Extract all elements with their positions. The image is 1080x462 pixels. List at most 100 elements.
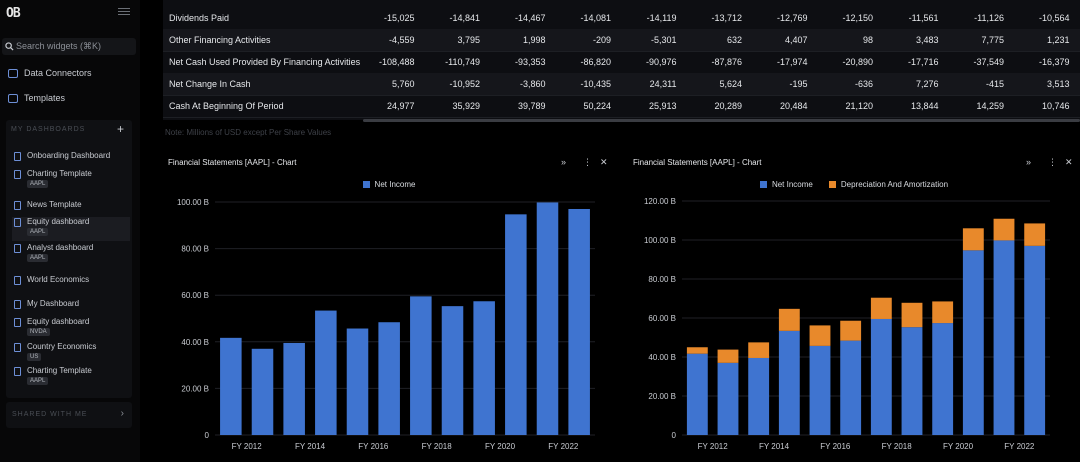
dashboard-item[interactable]: Charting Template AAPL <box>12 169 130 188</box>
ticker-badge: AAPL <box>27 180 49 188</box>
bar <box>251 348 274 435</box>
row-label: Cash At Beginning Of Period <box>169 101 284 111</box>
document-icon <box>14 276 21 285</box>
y-tick-label: 20.00 B <box>648 392 676 401</box>
horizontal-scrollbar[interactable] <box>363 119 1080 122</box>
document-icon <box>14 318 21 327</box>
dashboard-label: Onboarding Dashboard <box>27 151 111 160</box>
dashboard-item[interactable]: Charting Template AAPL <box>12 366 130 385</box>
cell: -108,488 <box>378 57 415 67</box>
bar <box>962 250 984 435</box>
cell: -636 <box>854 79 873 89</box>
bar <box>568 208 590 435</box>
add-dashboard-icon[interactable]: + <box>116 122 124 136</box>
x-tick-label: FY 2020 <box>485 442 516 451</box>
cell: 98 <box>862 35 873 45</box>
nav-label: Templates <box>24 93 66 103</box>
bar <box>1024 223 1046 246</box>
more-options-icon[interactable]: ⋮ <box>583 157 592 167</box>
bar <box>717 362 739 435</box>
x-tick-label: FY 2012 <box>232 442 263 451</box>
table-note: Note: Millions of USD except Per Share V… <box>165 128 332 137</box>
x-tick-label: FY 2022 <box>1004 442 1035 451</box>
dashboard-item[interactable]: My Dashboard <box>12 299 130 309</box>
table-row: Dividends Paid -15,025 -14,841 -14,467 -14,… <box>163 7 1080 30</box>
dashboard-item-active[interactable]: Equity dashboard AAPL <box>12 217 130 241</box>
cell: 5,624 <box>719 79 742 89</box>
cell: 3,513 <box>1046 79 1070 89</box>
cell: 7,276 <box>915 79 939 89</box>
cell: 39,789 <box>517 101 546 111</box>
dashboard-item[interactable]: Onboarding Dashboard <box>12 151 130 161</box>
chart-panel-right: Financial Statements [AAPL] - Chart » ⋮ … <box>628 152 1080 462</box>
cell: -11,561 <box>908 13 939 23</box>
bar <box>901 327 923 435</box>
legend-item[interactable]: Depreciation And Amortization <box>828 180 948 189</box>
expand-icon[interactable]: » <box>1026 157 1032 167</box>
row-label: Net Cash Used Provided By Financing Acti… <box>169 57 361 67</box>
bar <box>870 297 892 319</box>
chart-title: Financial Statements [AAPL] - Chart <box>168 158 297 167</box>
dashboard-item[interactable]: World Economics <box>12 275 130 285</box>
x-tick-label: FY 2018 <box>882 442 913 451</box>
expand-icon[interactable]: » <box>561 157 567 167</box>
bar <box>346 328 369 435</box>
dashboard-item[interactable]: Analyst dashboard AAPL <box>12 243 130 262</box>
y-tick-label: 40.00 B <box>648 353 676 362</box>
my-dashboards-section: MY DASHBOARDS + Onboarding Dashboard Cha… <box>6 120 132 398</box>
x-tick-label: FY 2022 <box>548 442 579 451</box>
x-tick-label: FY 2014 <box>759 442 790 451</box>
brand-logo[interactable]: OB <box>6 6 21 21</box>
nav-templates[interactable]: Templates <box>8 93 65 103</box>
x-tick-label: FY 2020 <box>943 442 974 451</box>
bar <box>932 301 954 324</box>
close-icon[interactable]: ✕ <box>1065 157 1073 167</box>
cell: 3,795 <box>457 35 480 45</box>
bar <box>809 325 831 346</box>
y-tick-label: 120.00 B <box>644 197 676 206</box>
legend-swatch <box>759 181 767 188</box>
bar <box>717 349 739 363</box>
legend-item[interactable]: Net Income <box>362 180 415 189</box>
shared-with-me-section[interactable]: SHARED WITH ME › <box>6 402 132 428</box>
legend-item[interactable]: Net Income <box>759 180 813 189</box>
table-row: Cash At Beginning Of Period 24,977 35,929… <box>163 95 1080 118</box>
menu-icon[interactable] <box>118 6 130 18</box>
section-title: MY DASHBOARDS <box>11 126 86 133</box>
cell: -15,025 <box>383 13 415 23</box>
cell: -14,081 <box>580 13 611 23</box>
cell: -10,435 <box>580 79 611 89</box>
nav-data-connectors[interactable]: Data Connectors <box>8 68 92 78</box>
chart-legend: Net Income Depreciation And Amortization <box>628 180 1080 189</box>
dashboard-label: Charting Template <box>27 366 92 375</box>
bar <box>993 218 1015 241</box>
cell: 7,775 <box>981 35 1004 45</box>
document-icon <box>14 244 21 253</box>
row-label: Other Financing Activities <box>169 35 271 45</box>
document-icon <box>14 170 21 179</box>
cell: -16,379 <box>1038 57 1070 67</box>
cell: 50,224 <box>583 101 611 111</box>
dashboard-item[interactable]: Country Economics US <box>12 342 130 361</box>
more-options-icon[interactable]: ⋮ <box>1048 157 1057 167</box>
legend-swatch <box>362 181 370 188</box>
y-tick-label: 0 <box>672 431 677 440</box>
dashboard-label: Analyst dashboard <box>27 243 94 252</box>
dashboard-label: News Template <box>27 200 82 209</box>
bar <box>778 308 800 331</box>
search-placeholder: Search widgets (⌘K) <box>16 41 102 51</box>
document-icon <box>14 367 21 376</box>
cell: -12,150 <box>842 13 873 23</box>
x-tick-label: FY 2016 <box>358 442 389 451</box>
search-input[interactable]: Search widgets (⌘K) <box>2 38 136 55</box>
dashboard-item[interactable]: Equity dashboard NVDA <box>12 317 130 336</box>
bar <box>536 202 559 435</box>
close-icon[interactable]: ✕ <box>600 157 608 167</box>
bar <box>441 306 464 435</box>
chart-panel-left: Financial Statements [AAPL] - Chart » ⋮ … <box>163 152 615 462</box>
ticker-badge: AAPL <box>27 228 49 236</box>
bar <box>378 322 400 435</box>
bar <box>410 296 432 435</box>
cell: 4,407 <box>784 35 808 45</box>
dashboard-item[interactable]: News Template <box>12 200 130 210</box>
